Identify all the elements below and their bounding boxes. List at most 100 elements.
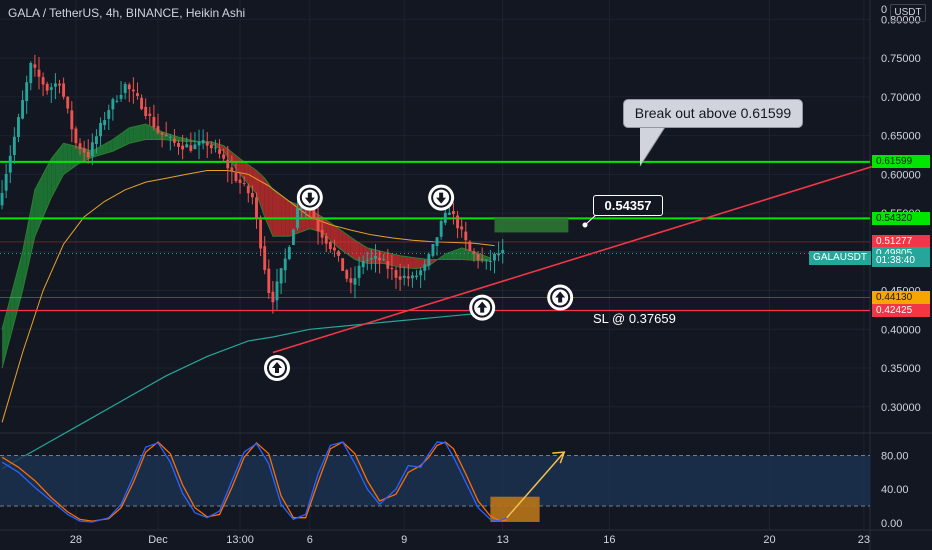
ema-ribbon-segment — [112, 136, 117, 152]
candle-body — [33, 64, 37, 68]
time-tick-label: 23 — [858, 534, 870, 546]
marker-arrow — [555, 291, 566, 303]
ema-ribbon-segment — [281, 195, 286, 237]
candle-body — [238, 179, 242, 184]
ema-ribbon-segment — [96, 146, 101, 156]
candle-body — [123, 83, 127, 93]
candle-body — [279, 268, 283, 284]
candle-body — [431, 244, 435, 256]
ema-ribbon-segment — [363, 245, 368, 264]
candle-body — [427, 254, 431, 266]
ema-ribbon-segment — [227, 149, 232, 163]
candle-body — [172, 138, 176, 143]
ema-ribbon-segment — [277, 192, 282, 237]
ema-ribbon-segment — [137, 124, 142, 142]
candle-body — [497, 253, 501, 256]
ema-ribbon-segment — [248, 164, 253, 189]
price-tick-label: 0.75000 — [881, 53, 921, 65]
candle-body — [62, 83, 66, 97]
candle-body — [107, 110, 111, 119]
ema-ribbon-segment — [465, 249, 470, 261]
ma-orange-line — [1, 170, 495, 423]
arrow-up-marker-icon — [264, 355, 291, 382]
candle-body — [111, 99, 115, 110]
breakout-callout: Break out above 0.61599 — [623, 99, 803, 128]
marker-arrow — [477, 301, 488, 313]
candle-body — [209, 144, 213, 149]
candle-body — [386, 261, 390, 269]
candles — [0, 54, 505, 314]
ema-ribbon-segment — [34, 182, 39, 237]
candle-body — [181, 145, 185, 150]
ema-ribbon-segment — [104, 141, 109, 154]
ema-ribbon-segment — [121, 130, 126, 148]
candle-body — [58, 83, 61, 86]
price-tick-label: 0.70000 — [881, 92, 921, 104]
ema-ribbon-segment — [367, 247, 372, 264]
candle-body — [0, 192, 4, 206]
candle-body — [148, 113, 152, 116]
price-tag: 01:38:40 — [872, 254, 930, 268]
target-box — [494, 216, 569, 233]
candle-body — [74, 128, 78, 144]
candle-body — [115, 100, 119, 102]
candle-body — [398, 276, 402, 280]
candle-body — [312, 208, 316, 220]
candle-body — [259, 219, 263, 249]
candle-body — [45, 83, 49, 91]
ema-ribbon-segment — [240, 158, 245, 180]
stochastic-tick-label: 40.00 — [881, 484, 909, 496]
candle-body — [456, 215, 460, 229]
candle-body — [21, 100, 25, 119]
candle-body — [164, 134, 168, 137]
ema-ribbon-segment — [350, 237, 355, 260]
support-trendline — [272, 165, 873, 354]
time-tick-label: 13:00 — [226, 534, 254, 546]
price-tag: 0.42425 — [872, 304, 930, 317]
candle-body — [78, 143, 82, 150]
ema-ribbon-segment — [461, 247, 466, 260]
candle-body — [226, 159, 230, 169]
candle-body — [168, 136, 172, 138]
ema-ribbon-segment — [408, 256, 413, 269]
price-tick-label: 0.60000 — [881, 169, 921, 181]
candle-body — [419, 270, 423, 276]
candle-body — [119, 94, 123, 99]
candle-body — [197, 141, 201, 146]
ema-ribbon-segment — [117, 133, 122, 150]
ema-ribbon-segment — [219, 144, 224, 152]
price-tag: 0.61599 — [872, 155, 930, 169]
candle-body — [86, 151, 90, 158]
marker-arrow — [436, 192, 447, 204]
candle-body — [415, 275, 418, 278]
ema-ribbon-segment — [396, 254, 401, 268]
candle-body — [493, 253, 496, 261]
time-tick-label: 13 — [497, 534, 509, 546]
time-tick-label: Dec — [148, 534, 168, 546]
ema-ribbon-segment — [457, 247, 462, 260]
arrow-up-marker-icon — [469, 294, 496, 321]
ema-ribbon-segment — [75, 146, 80, 166]
ema-ribbon-segment — [149, 125, 154, 140]
candle-body — [95, 136, 98, 144]
candle-body — [218, 149, 221, 154]
ema-ribbon-segment — [133, 125, 138, 143]
candle-body — [357, 265, 361, 278]
ema-ribbon-segment — [441, 254, 446, 260]
candle-body — [99, 122, 102, 137]
price-tick-label: 0.30000 — [881, 402, 921, 414]
ema-ribbon-segment — [371, 248, 376, 264]
projection-arrow-head-icon — [552, 451, 566, 464]
candle-body — [423, 264, 427, 271]
candle-body — [160, 132, 164, 135]
candle-body — [230, 167, 234, 172]
currency-button[interactable]: USDT — [890, 4, 926, 22]
candle-body — [17, 117, 20, 137]
ema-ribbon-segment — [47, 158, 52, 208]
candle-body — [394, 270, 398, 278]
candle-body — [156, 126, 160, 133]
candle-body — [214, 147, 217, 149]
candle-body — [328, 241, 332, 250]
